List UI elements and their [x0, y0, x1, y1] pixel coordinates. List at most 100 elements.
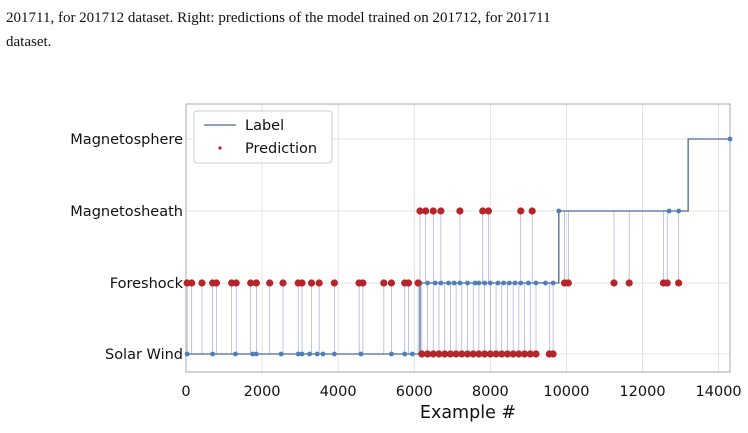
prediction-point-10: [279, 279, 287, 287]
legend-label-text: Label: [245, 118, 284, 134]
label-point-11: [331, 351, 337, 357]
label-point-31: [512, 280, 518, 286]
label-point-23: [465, 280, 470, 286]
label-point-18: [432, 280, 438, 286]
x-tick-label-4: 8000: [472, 384, 509, 400]
prediction-point-46: [498, 350, 506, 358]
prediction-point-8: [252, 279, 260, 287]
prediction-point-6: [232, 279, 240, 287]
label-series: [184, 136, 733, 357]
label-point-20: [446, 280, 451, 286]
prediction-point-37: [446, 350, 454, 358]
prediction-point-61: [675, 279, 683, 287]
prediction-point-29: [484, 207, 493, 215]
prediction-point-7: [247, 279, 255, 287]
label-point-12: [358, 351, 364, 357]
legend-box: [193, 110, 333, 164]
label-point-38: [556, 208, 562, 214]
prediction-series: [183, 207, 683, 358]
label-point-13: [389, 351, 394, 357]
prediction-point-43: [481, 350, 489, 358]
label-point-36: [550, 280, 556, 286]
legend-prediction-swatch: [218, 146, 222, 150]
label-point-41: [727, 136, 733, 142]
prediction-point-21: [404, 279, 413, 287]
x-tick-label-5: 10000: [543, 384, 589, 400]
y-axis-ticks: Solar Wind Foreshock Magnetosheath Magnetos…: [70, 132, 183, 363]
label-point-32: [518, 280, 524, 286]
legend-prediction-text: Prediction: [245, 141, 317, 157]
label-point-8: [307, 351, 313, 357]
prediction-point-28: [479, 207, 487, 215]
label-point-0: [184, 351, 190, 357]
label-point-5: [278, 351, 284, 357]
prediction-point-41: [469, 350, 477, 358]
prediction-point-24: [422, 207, 430, 215]
label-point-15: [409, 351, 415, 357]
label-point-24: [472, 280, 478, 286]
prediction-point-56: [564, 279, 572, 287]
y-tick-label-3: Magnetosphere: [70, 132, 183, 148]
prediction-point-40: [463, 350, 472, 358]
prediction-point-2: [198, 279, 206, 287]
y-tick-label-1: Foreshock: [110, 276, 184, 292]
prediction-point-35: [435, 350, 443, 358]
prediction-point-14: [315, 279, 323, 287]
prediction-point-47: [503, 350, 512, 358]
prediction-point-60: [663, 279, 671, 287]
label-point-19: [438, 280, 444, 286]
x-axis-label: Example #: [420, 403, 516, 423]
label-point-1: [210, 351, 216, 357]
label-point-7: [299, 351, 305, 357]
prediction-point-51: [526, 350, 534, 358]
prediction-point-44: [486, 350, 494, 358]
x-tick-label-1: 2000: [244, 384, 281, 400]
legend: Label Prediction: [193, 110, 333, 164]
label-point-39: [666, 208, 672, 214]
caption-line-2: dataset.: [6, 34, 52, 50]
prediction-point-13: [307, 279, 316, 287]
label-point-6: [295, 351, 301, 357]
label-point-25: [476, 280, 482, 286]
label-point-34: [533, 280, 539, 286]
prediction-point-12: [298, 279, 306, 287]
prediction-point-50: [520, 350, 529, 358]
label-point-14: [402, 351, 408, 357]
prediction-point-42: [475, 350, 483, 358]
connector-lines: [186, 211, 679, 354]
prediction-point-1: [188, 279, 196, 287]
label-point-26: [482, 280, 488, 286]
label-step-line: [186, 138, 730, 355]
prediction-point-9: [266, 279, 274, 287]
prediction-point-31: [528, 207, 536, 215]
plot-area: [185, 103, 731, 373]
label-point-33: [525, 280, 531, 286]
prediction-point-22: [414, 279, 422, 287]
prediction-point-19: [387, 279, 396, 287]
label-point-21: [451, 280, 457, 286]
prediction-point-49: [515, 350, 523, 358]
label-point-3: [250, 351, 255, 357]
prediction-point-39: [458, 350, 466, 358]
prediction-point-4: [212, 279, 221, 287]
prediction-point-15: [330, 279, 338, 287]
prediction-point-52: [532, 350, 540, 358]
y-tick-label-2: Magnetosheath: [70, 204, 183, 220]
prediction-point-23: [416, 207, 424, 215]
prediction-point-48: [509, 350, 517, 358]
label-point-27: [487, 280, 493, 286]
label-point-2: [233, 351, 238, 357]
x-tick-label-0: 0: [181, 384, 190, 400]
caption-line-1: 201711, for 201712 dataset. Right: predi…: [6, 10, 551, 26]
prediction-point-25: [429, 207, 437, 215]
prediction-point-58: [625, 279, 633, 287]
x-tick-label-3: 6000: [396, 384, 433, 400]
label-point-22: [457, 280, 463, 286]
prediction-point-30: [517, 207, 525, 215]
prediction-point-57: [610, 279, 618, 287]
prediction-point-33: [423, 350, 432, 358]
figure-caption: 201711, for 201712 dataset. Right: predi…: [6, 6, 742, 54]
prediction-point-54: [549, 350, 557, 358]
y-tick-label-0: Solar Wind: [105, 347, 183, 363]
